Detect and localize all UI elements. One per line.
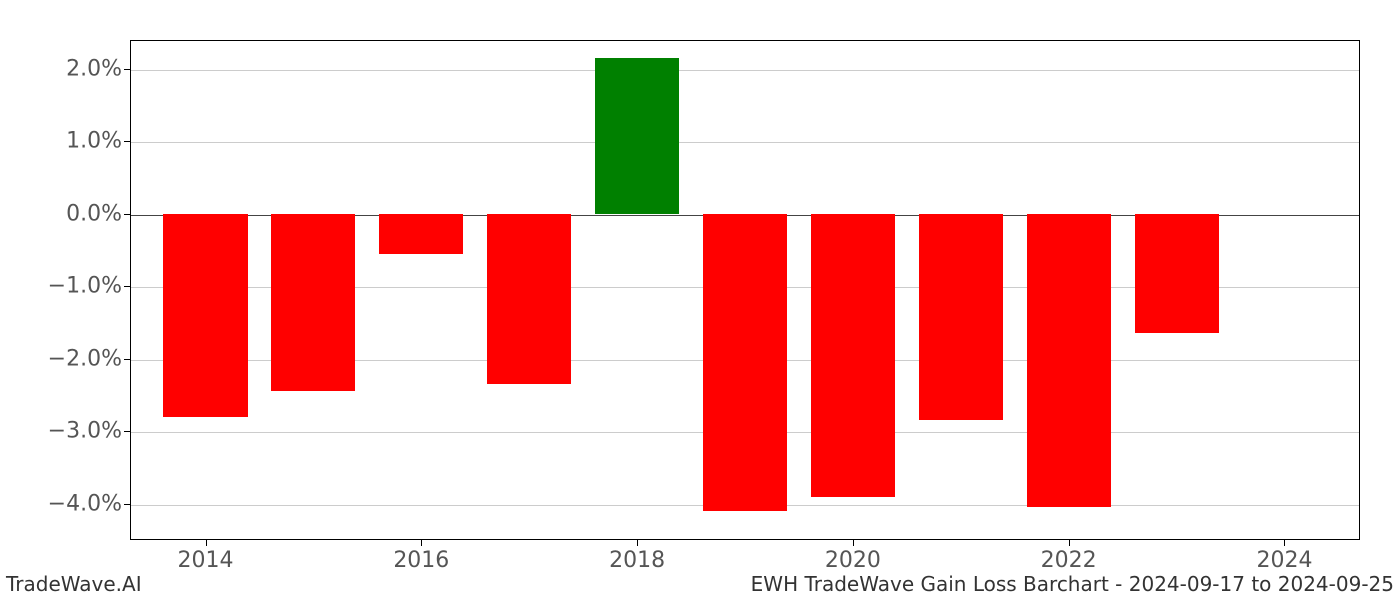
x-tick-label: 2018 bbox=[609, 548, 665, 573]
x-tick-label: 2024 bbox=[1256, 548, 1312, 573]
grid-line bbox=[131, 70, 1359, 71]
y-tick-label: 0.0% bbox=[66, 201, 122, 226]
bar bbox=[1027, 214, 1111, 507]
bar bbox=[811, 214, 895, 497]
x-tick-label: 2020 bbox=[825, 548, 881, 573]
y-tick-label: −4.0% bbox=[48, 491, 122, 516]
y-tick-label: −3.0% bbox=[48, 419, 122, 444]
footer-left: TradeWave.AI bbox=[6, 572, 142, 596]
x-tick-mark bbox=[1069, 540, 1070, 546]
bar bbox=[163, 214, 247, 417]
x-tick-label: 2016 bbox=[393, 548, 449, 573]
y-tick-mark bbox=[124, 141, 130, 142]
x-tick-label: 2014 bbox=[178, 548, 234, 573]
bar bbox=[1135, 214, 1219, 334]
y-tick-label: −1.0% bbox=[48, 274, 122, 299]
x-tick-mark bbox=[853, 540, 854, 546]
x-tick-mark bbox=[421, 540, 422, 546]
chart-container: TradeWave.AI EWH TradeWave Gain Loss Bar… bbox=[0, 0, 1400, 600]
bar bbox=[271, 214, 355, 392]
bar bbox=[703, 214, 787, 511]
bar bbox=[487, 214, 571, 384]
y-tick-mark bbox=[124, 359, 130, 360]
bar bbox=[595, 58, 679, 214]
footer-right: EWH TradeWave Gain Loss Barchart - 2024-… bbox=[751, 572, 1394, 596]
bar bbox=[919, 214, 1003, 421]
y-tick-label: 1.0% bbox=[66, 129, 122, 154]
y-tick-label: 2.0% bbox=[66, 56, 122, 81]
grid-line bbox=[131, 142, 1359, 143]
bar bbox=[379, 214, 463, 254]
y-tick-mark bbox=[124, 214, 130, 215]
y-tick-mark bbox=[124, 504, 130, 505]
y-tick-mark bbox=[124, 69, 130, 70]
y-tick-mark bbox=[124, 431, 130, 432]
x-tick-label: 2022 bbox=[1041, 548, 1097, 573]
y-tick-mark bbox=[124, 286, 130, 287]
x-tick-mark bbox=[1284, 540, 1285, 546]
y-tick-label: −2.0% bbox=[48, 346, 122, 371]
x-tick-mark bbox=[637, 540, 638, 546]
x-tick-mark bbox=[206, 540, 207, 546]
